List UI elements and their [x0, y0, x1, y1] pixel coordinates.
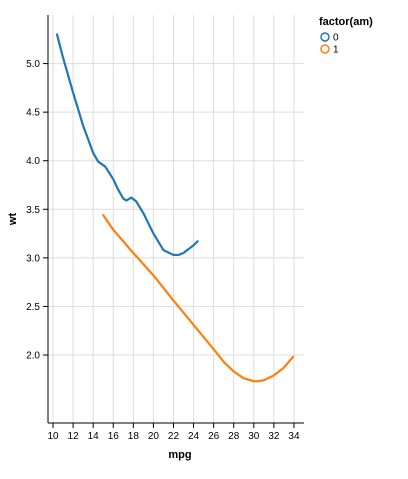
x-tick-label: 32	[268, 431, 280, 442]
y-axis-ticks: 2.0 2.5 3.0 3.5 4.0 4.5 5.0	[26, 59, 48, 362]
plot-series	[55, 33, 295, 383]
y-tick-label: 3.0	[26, 253, 40, 264]
y-axis-title: wt	[7, 213, 19, 227]
legend-items: 01	[320, 32, 339, 56]
x-tick-label: 12	[68, 431, 80, 442]
x-tick-label: 16	[108, 431, 120, 442]
y-tick-label: 4.5	[26, 108, 40, 119]
y-tick-label: 2.0	[26, 351, 40, 362]
x-tick-label: 24	[188, 431, 200, 442]
legend-title: factor(am)	[319, 16, 373, 28]
series-line-1	[102, 214, 295, 383]
x-tick-label: 20	[148, 431, 160, 442]
x-tick-label: 30	[248, 431, 260, 442]
y-tick-label: 3.5	[26, 205, 40, 216]
x-axis-title: mpg	[168, 449, 191, 461]
x-axis-ticks: 10 12 14 16 18 20 22 24 26 28 30 32 34	[47, 423, 300, 442]
legend-marker-0	[320, 32, 330, 42]
legend-label-0: 0	[333, 33, 339, 44]
x-tick-label: 28	[228, 431, 240, 442]
series-line-0	[55, 33, 199, 257]
x-tick-label: 14	[88, 431, 100, 442]
axes	[47, 15, 304, 424]
x-tick-label: 26	[208, 431, 220, 442]
legend-marker-1	[320, 44, 330, 54]
x-tick-label: 34	[288, 431, 300, 442]
x-tick-label: 10	[47, 431, 59, 442]
y-tick-label: 2.5	[26, 302, 40, 313]
y-tick-label: 4.0	[26, 156, 40, 167]
x-tick-label: 22	[168, 431, 180, 442]
x-tick-label: 18	[128, 431, 140, 442]
grid	[48, 15, 304, 423]
legend-label-1: 1	[333, 45, 339, 56]
y-tick-label: 5.0	[26, 59, 40, 70]
legend: factor(am) 01	[319, 16, 373, 56]
